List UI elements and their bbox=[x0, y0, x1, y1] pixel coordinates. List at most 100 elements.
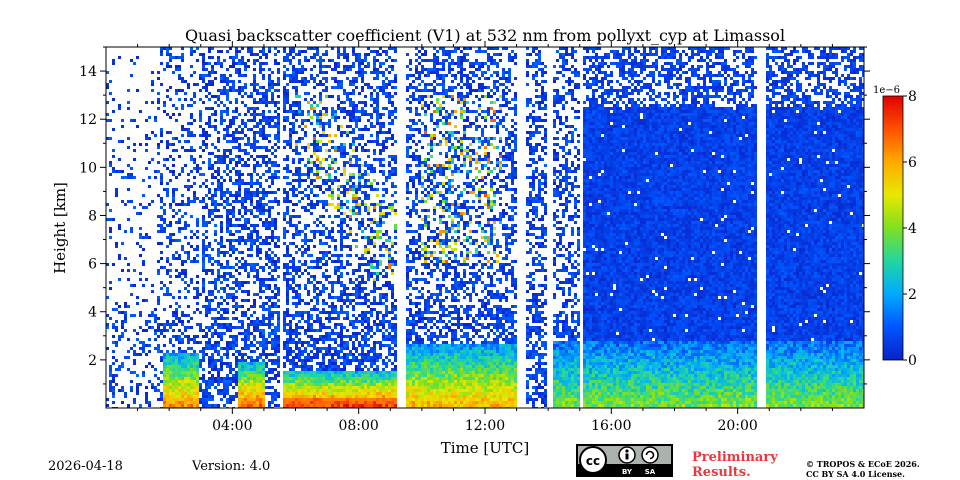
heatmap-cell bbox=[310, 77, 313, 80]
heatmap-cell bbox=[226, 383, 229, 386]
heatmap-cell bbox=[292, 149, 295, 152]
heatmap-cell bbox=[370, 86, 373, 89]
heatmap-cell bbox=[151, 365, 154, 368]
heatmap-cell bbox=[364, 353, 367, 356]
heatmap-cell bbox=[223, 191, 226, 194]
heatmap-cell bbox=[367, 164, 370, 167]
heatmap-cell bbox=[277, 245, 280, 248]
heatmap-cell bbox=[274, 332, 277, 335]
heatmap-cell bbox=[109, 371, 112, 374]
heatmap-cell bbox=[370, 242, 373, 245]
heatmap-cell bbox=[277, 50, 280, 53]
heatmap-cell bbox=[223, 308, 226, 311]
heatmap-cell bbox=[118, 365, 121, 368]
heatmap-cell bbox=[112, 374, 115, 377]
heatmap-cell bbox=[292, 281, 295, 284]
heatmap-cell bbox=[208, 116, 211, 119]
heatmap-cell bbox=[175, 119, 178, 122]
heatmap-cell bbox=[298, 389, 301, 392]
heatmap-cell bbox=[313, 149, 316, 152]
heatmap-cell bbox=[253, 302, 256, 305]
heatmap-cell bbox=[355, 383, 358, 386]
heatmap-cell bbox=[166, 269, 169, 272]
heatmap-cell bbox=[229, 287, 232, 290]
heatmap-cell bbox=[214, 215, 217, 218]
heatmap-cell bbox=[226, 164, 229, 167]
heatmap-cell bbox=[175, 377, 178, 380]
heatmap-cell bbox=[277, 266, 280, 269]
heatmap-cell bbox=[250, 236, 253, 239]
heatmap-cell bbox=[367, 338, 370, 341]
heatmap-cell bbox=[253, 164, 256, 167]
heatmap-cell bbox=[226, 251, 229, 254]
heatmap-cell bbox=[358, 137, 361, 140]
heatmap-cell bbox=[388, 110, 391, 113]
heatmap-cell bbox=[217, 167, 220, 170]
heatmap-cell bbox=[178, 380, 181, 383]
heatmap-cell bbox=[172, 344, 175, 347]
heatmap-cell bbox=[235, 302, 238, 305]
heatmap-cell bbox=[373, 290, 376, 293]
heatmap-cell bbox=[178, 398, 181, 401]
heatmap-cell bbox=[214, 188, 217, 191]
heatmap-cell bbox=[262, 242, 265, 245]
heatmap-cell bbox=[373, 221, 376, 224]
heatmap-cell bbox=[250, 320, 253, 323]
heatmap-cell bbox=[247, 386, 250, 389]
heatmap-cell bbox=[274, 338, 277, 341]
heatmap-cell bbox=[298, 125, 301, 128]
heatmap-cell bbox=[388, 80, 391, 83]
heatmap-cell bbox=[382, 386, 385, 389]
heatmap-cell bbox=[268, 368, 271, 371]
heatmap-cell bbox=[316, 341, 319, 344]
heatmap-cell bbox=[385, 380, 388, 383]
heatmap-cell bbox=[175, 386, 178, 389]
heatmap-cell bbox=[292, 269, 295, 272]
heatmap-cell bbox=[175, 401, 178, 404]
heatmap-cell bbox=[202, 395, 205, 398]
heatmap-cell bbox=[322, 206, 325, 209]
heatmap-cell bbox=[208, 56, 211, 59]
heatmap-cell bbox=[217, 278, 220, 281]
heatmap-cell bbox=[310, 308, 313, 311]
heatmap-cell bbox=[190, 371, 193, 374]
heatmap-cell bbox=[307, 161, 310, 164]
heatmap-cell bbox=[178, 338, 181, 341]
heatmap-cell bbox=[253, 119, 256, 122]
heatmap-cell bbox=[364, 56, 367, 59]
heatmap-cell bbox=[286, 371, 289, 374]
heatmap-cell bbox=[292, 77, 295, 80]
heatmap-cell bbox=[325, 77, 328, 80]
heatmap-cell bbox=[385, 314, 388, 317]
heatmap-cell bbox=[166, 320, 169, 323]
heatmap-cell bbox=[319, 395, 322, 398]
heatmap-cell bbox=[199, 341, 202, 344]
heatmap-cell bbox=[196, 281, 199, 284]
heatmap-cell bbox=[343, 161, 346, 164]
heatmap-cell bbox=[226, 188, 229, 191]
heatmap-cell bbox=[238, 242, 241, 245]
heatmap-cell bbox=[349, 131, 352, 134]
heatmap-cell bbox=[121, 365, 124, 368]
heatmap-cell bbox=[265, 287, 268, 290]
heatmap-cell bbox=[223, 299, 226, 302]
heatmap-cell bbox=[319, 185, 322, 188]
heatmap-cell bbox=[247, 140, 250, 143]
heatmap-cell bbox=[253, 371, 256, 374]
heatmap-cell bbox=[370, 257, 373, 260]
heatmap-cell bbox=[184, 398, 187, 401]
heatmap-cell bbox=[184, 128, 187, 131]
heatmap-cell bbox=[298, 173, 301, 176]
heatmap-cell bbox=[322, 335, 325, 338]
heatmap-cell bbox=[205, 185, 208, 188]
heatmap-cell bbox=[175, 257, 178, 260]
heatmap-cell bbox=[235, 173, 238, 176]
heatmap-cell bbox=[226, 302, 229, 305]
heatmap-cell bbox=[292, 86, 295, 89]
heatmap-cell bbox=[289, 260, 292, 263]
heatmap-cell bbox=[352, 155, 355, 158]
heatmap-cell bbox=[355, 185, 358, 188]
heatmap-cell bbox=[367, 317, 370, 320]
heatmap-cell bbox=[184, 371, 187, 374]
heatmap-cell bbox=[340, 143, 343, 146]
